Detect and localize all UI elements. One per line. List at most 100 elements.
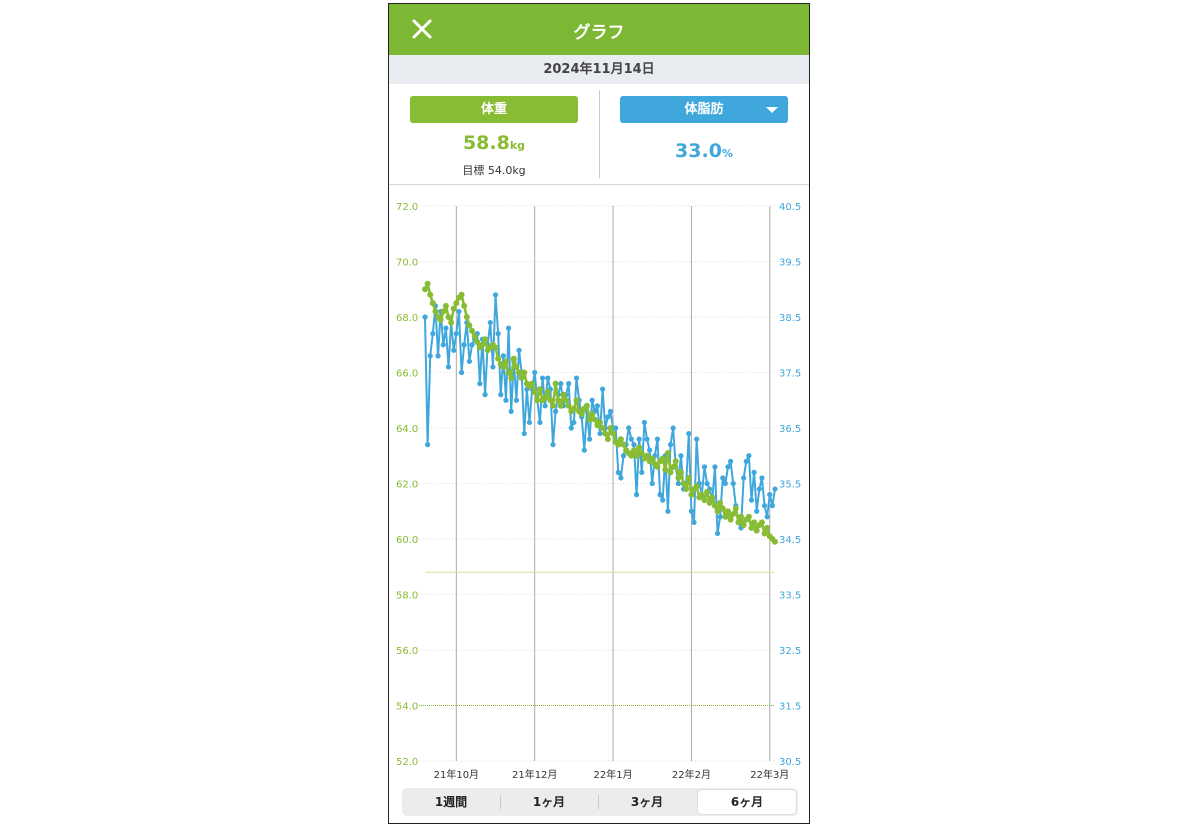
weight-bodyfat-chart[interactable]: 72.0 40.5 70.0 39.5 68.0 38.5 66.0 37.5 64.0 36.5… xyxy=(389,185,809,785)
bodyfat-point xyxy=(456,308,462,315)
tab-label: 1ヶ月 xyxy=(532,795,566,809)
weight-point xyxy=(578,411,585,418)
weight-point xyxy=(745,513,752,520)
weight-point xyxy=(563,397,570,404)
y-right-tick-label: 31.5 xyxy=(779,702,801,713)
tab-label: 6ヶ月 xyxy=(730,795,764,809)
bodyfat-point xyxy=(631,442,637,448)
bodyfat-point xyxy=(727,458,734,464)
weight-point xyxy=(701,497,708,504)
weight-point xyxy=(604,436,611,443)
weight-point xyxy=(764,524,771,531)
weight-point xyxy=(693,483,700,490)
bodyfat-point xyxy=(537,419,543,426)
y-right-tick-label: 33.5 xyxy=(779,591,801,602)
bodyfat-point xyxy=(618,475,624,481)
bodyfat-dropdown[interactable]: 体脂肪 xyxy=(620,96,788,123)
chevron-down-icon xyxy=(766,107,778,113)
weight-button[interactable]: 体重 xyxy=(410,96,578,123)
bodyfat-point xyxy=(720,475,726,481)
bodyfat-point xyxy=(714,530,721,537)
weight-point xyxy=(724,508,731,515)
weight-point xyxy=(534,397,541,404)
y-right-tick-label: 32.5 xyxy=(779,646,801,657)
bodyfat-point xyxy=(722,480,728,487)
bodyfat-point xyxy=(425,442,431,448)
bodyfat-point xyxy=(639,469,645,475)
weight-point xyxy=(445,314,452,320)
weight-point xyxy=(471,333,478,340)
weight-point xyxy=(500,363,507,370)
weight-point xyxy=(704,488,711,495)
weight-point xyxy=(461,302,468,309)
bodyfat-point xyxy=(675,480,681,487)
bodyfat-point xyxy=(730,480,736,487)
y-left-tick-label: 54.0 xyxy=(396,702,418,713)
bodyfat-point xyxy=(712,464,718,470)
bodyfat-point xyxy=(647,447,653,453)
bodyfat-summary: 体脂肪 33.0% xyxy=(599,84,809,184)
bodyfat-point xyxy=(500,353,506,359)
tab-label: 1週間 xyxy=(434,795,468,809)
bodyfat-point xyxy=(451,347,457,353)
weight-value: 58.8kg xyxy=(389,132,599,154)
bodyfat-point xyxy=(607,408,614,414)
bodyfat-point xyxy=(495,331,501,337)
bodyfat-point xyxy=(526,419,533,426)
weight-point xyxy=(589,411,596,418)
close-icon xyxy=(412,19,432,39)
bodyfat-point xyxy=(435,353,441,359)
weight-point xyxy=(531,388,538,395)
weight-point xyxy=(505,369,512,376)
weight-point xyxy=(474,338,481,345)
bodyfat-point xyxy=(566,381,572,387)
bodyfat-point xyxy=(550,442,556,448)
weight-goal: 目標 54.0kg xyxy=(462,164,526,177)
bodyfat-point xyxy=(453,331,459,337)
tab-3-months[interactable]: 3ヶ月 xyxy=(598,788,696,816)
tab-1-month[interactable]: 1ヶ月 xyxy=(500,788,598,816)
weight-point xyxy=(549,402,556,409)
weight-point xyxy=(437,316,444,323)
weight-point xyxy=(644,452,651,459)
weight-point xyxy=(482,336,489,343)
weight-point xyxy=(495,355,502,362)
weight-point xyxy=(636,444,643,451)
bodyfat-point xyxy=(600,386,606,392)
bodyfat-point xyxy=(490,364,496,370)
weight-point xyxy=(711,502,718,509)
bodyfat-point xyxy=(521,430,527,437)
app-header: グラフ xyxy=(389,4,809,55)
bodyfat-series-line xyxy=(424,293,776,535)
weight-point xyxy=(659,455,666,462)
bodyfat-point xyxy=(665,508,671,514)
weight-point xyxy=(751,519,758,526)
bodyfat-point xyxy=(657,492,663,498)
weight-point xyxy=(544,388,551,395)
bodyfat-point xyxy=(581,447,587,453)
bodyfat-point xyxy=(461,342,467,348)
bodyfat-point xyxy=(748,497,755,503)
weight-point xyxy=(458,291,465,298)
tab-label: 3ヶ月 xyxy=(630,795,664,809)
bodyfat-point xyxy=(542,403,548,409)
y-left-tick-label: 60.0 xyxy=(396,535,418,546)
bodyfat-point xyxy=(754,508,760,514)
close-button[interactable] xyxy=(407,14,437,44)
weight-point xyxy=(521,369,528,376)
x-tick-label: 21年12月 xyxy=(512,768,557,781)
page-title: グラフ xyxy=(573,23,625,43)
bodyfat-point xyxy=(767,492,773,498)
weight-point xyxy=(740,522,747,529)
tab-6-months[interactable]: 6ヶ月 xyxy=(698,790,796,814)
weight-point xyxy=(466,322,473,329)
tab-1-week[interactable]: 1週間 xyxy=(402,788,500,816)
summary-panel: 体重 58.8kg 目標 54.0kg 体脂肪 33.0% xyxy=(389,84,809,185)
weight-point xyxy=(730,511,737,518)
y-left-tick-label: 72.0 xyxy=(396,202,418,213)
bodyfat-point xyxy=(487,319,493,326)
weight-point xyxy=(683,486,690,493)
weight-point xyxy=(602,430,609,437)
y-right-tick-label: 35.5 xyxy=(779,480,801,491)
bodyfat-point xyxy=(586,436,593,442)
